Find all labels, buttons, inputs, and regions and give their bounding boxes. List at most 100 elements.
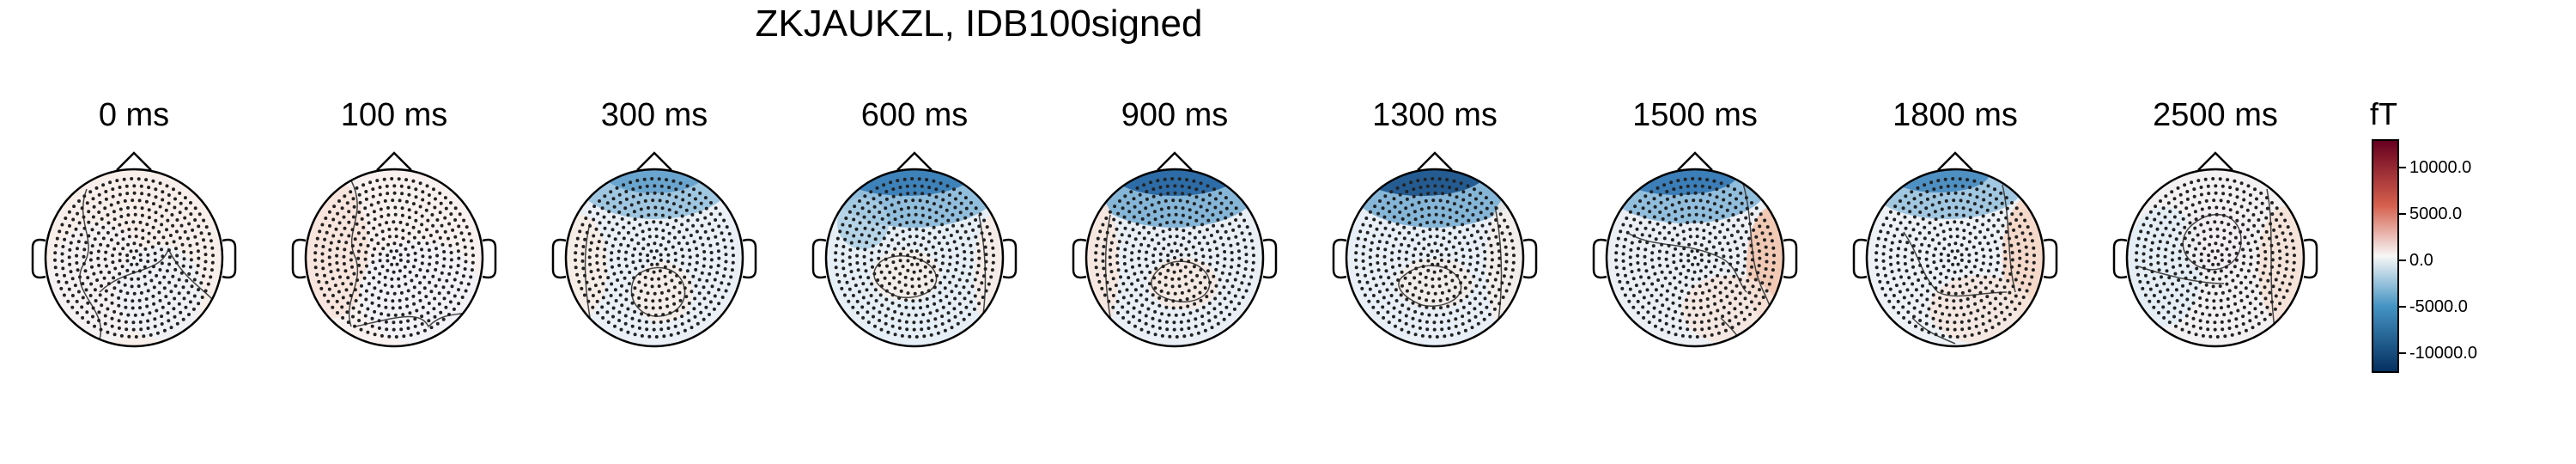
sensor-dot — [1188, 270, 1193, 274]
sensor-dot — [398, 198, 402, 203]
sensor-dot — [1439, 253, 1443, 257]
sensor-dot — [160, 223, 164, 227]
sensor-dot — [908, 334, 912, 339]
sensor-dot — [874, 299, 878, 302]
sensor-dot — [210, 260, 215, 265]
sensor-dot — [1746, 278, 1750, 283]
sensor-dot — [671, 294, 676, 298]
sensor-dot — [1953, 184, 1958, 188]
right-ear-icon — [1783, 238, 1798, 279]
sensor-dot — [1421, 265, 1425, 269]
sensor-dot — [1901, 206, 1905, 211]
sensor-dot — [1982, 198, 1986, 202]
sensor-dot — [1741, 223, 1745, 228]
sensor-dot — [1743, 257, 1747, 261]
sensor-dot — [1671, 324, 1675, 328]
topomap-1500ms — [1592, 151, 1798, 348]
sensor-dot — [878, 310, 882, 314]
sensor-dot — [2142, 266, 2147, 271]
sensor-dot — [977, 288, 981, 292]
sensor-dot — [461, 274, 465, 278]
sensor-dot — [112, 309, 117, 314]
sensor-dot — [652, 220, 656, 224]
sensor-dot — [352, 272, 356, 276]
sensor-dot — [391, 198, 395, 203]
sensor-dot — [1205, 295, 1209, 299]
sensor-dot — [168, 234, 173, 237]
sensor-dot — [1205, 208, 1209, 212]
sensor-dot — [1972, 225, 1977, 229]
sensor-dot — [880, 303, 884, 308]
sensor-dot — [1127, 220, 1132, 224]
sensor-dot — [2199, 192, 2203, 197]
sensor-dot — [1167, 213, 1171, 217]
sensor-dot — [1151, 187, 1156, 192]
sensor-dot — [1923, 225, 1927, 229]
sensor-dot — [1880, 286, 1885, 290]
topomap-0ms — [31, 151, 237, 348]
sensor-dot — [2234, 258, 2239, 262]
sensor-dot — [1175, 235, 1179, 239]
sensor-dot — [1917, 249, 1922, 253]
sensor-dot — [933, 235, 937, 240]
sensor-dot — [55, 272, 59, 277]
sensor-dot — [386, 268, 390, 272]
sensor-dot — [1707, 327, 1711, 330]
sensor-dot — [1655, 299, 1659, 302]
sensor-dot — [1208, 262, 1212, 266]
sensor-dot — [1172, 327, 1176, 332]
sensor-dot — [1158, 223, 1163, 227]
sensor-dot — [1945, 298, 1949, 302]
sensor-dot — [414, 211, 418, 215]
sensor-dot — [2229, 270, 2233, 274]
sensor-dot — [633, 309, 637, 314]
sensor-dot — [1960, 327, 1965, 332]
sensor-dot — [1151, 194, 1156, 198]
sensor-dot — [1642, 315, 1646, 320]
sensor-dot — [936, 331, 940, 335]
sensor-dot — [1753, 294, 1758, 298]
sensor-dot — [70, 305, 75, 309]
sensor-dot — [595, 253, 599, 258]
sensor-dot — [61, 245, 65, 248]
sensor-dot — [1990, 290, 1995, 294]
sensor-dot — [1699, 220, 1704, 224]
sensor-dot — [1951, 262, 1955, 266]
sensor-dot — [1138, 310, 1142, 314]
sensor-dot — [1667, 244, 1671, 247]
sensor-dot — [1490, 201, 1493, 205]
sensor-dot — [146, 327, 150, 330]
sensor-dot — [835, 243, 839, 247]
sensor-dot — [1890, 270, 1894, 274]
sensor-dot — [657, 277, 661, 281]
sensor-dot — [1504, 267, 1508, 271]
sensor-dot — [886, 307, 890, 311]
sensor-dot — [370, 301, 374, 305]
sensor-dot — [1221, 242, 1225, 247]
sensor-dot — [1437, 284, 1442, 288]
sensor-dot — [1691, 177, 1695, 180]
sensor-dot — [402, 334, 406, 339]
sensor-dot — [180, 242, 185, 247]
sensor-dot — [2208, 334, 2213, 339]
sensor-dot — [1468, 280, 1473, 284]
sensor-dot — [336, 311, 339, 314]
sensor-dot — [165, 241, 169, 246]
sensor-dot — [363, 314, 368, 318]
sensor-dot — [896, 241, 901, 246]
sensor-dot — [697, 278, 702, 282]
sensor-dot — [1465, 295, 1469, 299]
sensor-dot — [1678, 319, 1682, 323]
sensor-dot — [1687, 313, 1692, 317]
sensor-dot — [962, 317, 966, 321]
sensor-dot — [1478, 278, 1482, 282]
sensor-dot — [1199, 281, 1203, 285]
sensor-dot — [2194, 286, 2198, 290]
sensor-dot — [356, 231, 361, 235]
sensor-dot — [352, 205, 356, 209]
sensor-dot — [2214, 256, 2217, 259]
sensor-dot — [2255, 267, 2259, 272]
sensor-dot — [962, 264, 966, 268]
sensor-dot — [1934, 217, 1938, 222]
sensor-dot — [2250, 234, 2254, 237]
